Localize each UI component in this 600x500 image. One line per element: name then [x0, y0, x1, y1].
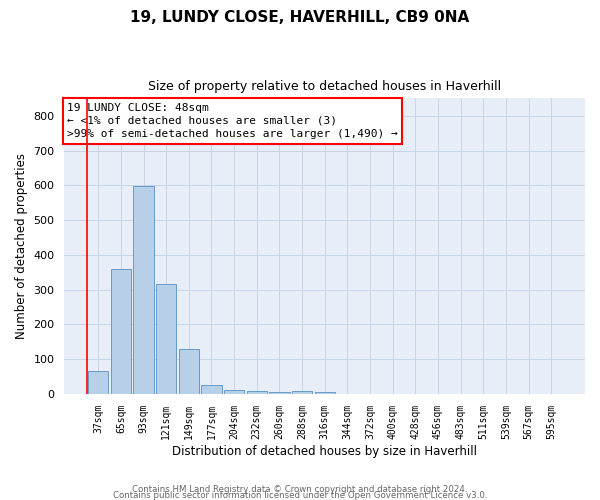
Bar: [133, 186, 154, 394]
Title: Size of property relative to detached houses in Haverhill: Size of property relative to detached ho…: [148, 80, 501, 93]
Bar: [269, 392, 290, 394]
Bar: [224, 390, 244, 394]
Bar: [179, 350, 199, 394]
Text: 19, LUNDY CLOSE, HAVERHILL, CB9 0NA: 19, LUNDY CLOSE, HAVERHILL, CB9 0NA: [130, 10, 470, 25]
X-axis label: Distribution of detached houses by size in Haverhill: Distribution of detached houses by size …: [172, 444, 477, 458]
Bar: [292, 391, 312, 394]
Text: Contains HM Land Registry data © Crown copyright and database right 2024.: Contains HM Land Registry data © Crown c…: [132, 485, 468, 494]
Text: Contains public sector information licensed under the Open Government Licence v3: Contains public sector information licen…: [113, 490, 487, 500]
Text: 19 LUNDY CLOSE: 48sqm
← <1% of detached houses are smaller (3)
>99% of semi-deta: 19 LUNDY CLOSE: 48sqm ← <1% of detached …: [67, 103, 398, 139]
Y-axis label: Number of detached properties: Number of detached properties: [15, 153, 28, 339]
Bar: [201, 384, 221, 394]
Bar: [111, 270, 131, 394]
Bar: [314, 392, 335, 394]
Bar: [88, 372, 109, 394]
Bar: [247, 391, 267, 394]
Bar: [156, 284, 176, 394]
